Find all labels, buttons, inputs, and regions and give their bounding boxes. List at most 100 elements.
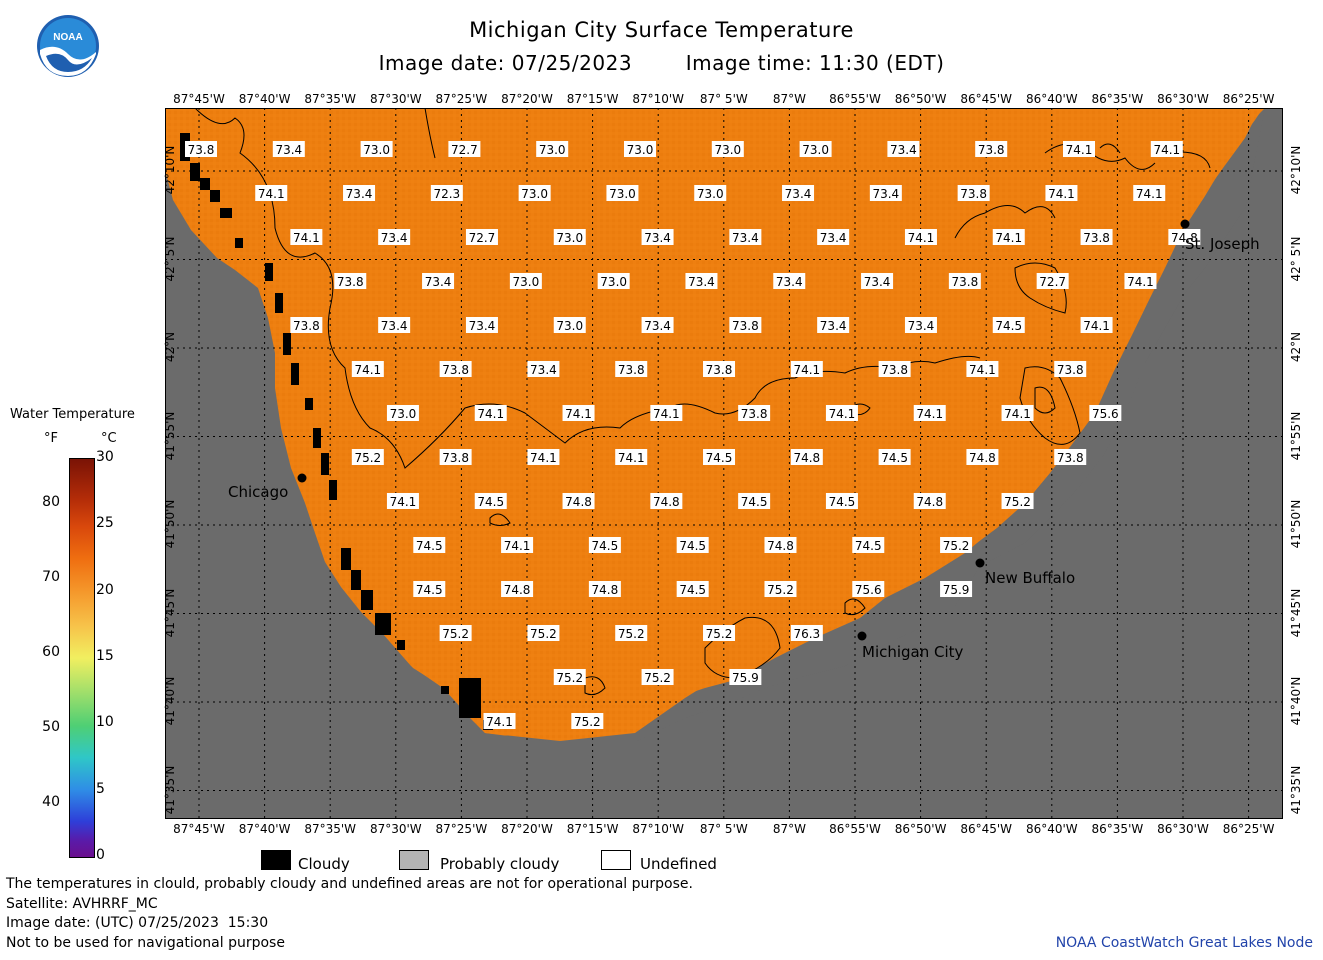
temperature-label-bg: [562, 493, 595, 509]
longitude-tick-label: 87°45'W: [173, 92, 225, 106]
temperature-value: 73.4: [469, 319, 496, 333]
place-label-new-buffalo: New Buffalo: [985, 569, 1075, 587]
temperature-label: 73.4: [685, 273, 718, 289]
temperature-label-bg: [509, 273, 542, 289]
temperature-label-bg: [913, 405, 946, 421]
temperature-value: 74.5: [592, 539, 619, 553]
temperature-value: 73.0: [609, 187, 636, 201]
temperature-label: 73.4: [887, 141, 920, 157]
temperature-label-bg: [1036, 273, 1069, 289]
latitude-tick-label: 41°35'N: [163, 765, 177, 814]
temperature-value: 74.1: [1048, 187, 1075, 201]
temperature-label-bg: [343, 185, 376, 201]
temperature-label: 73.8: [957, 185, 990, 201]
temperature-label-bg: [386, 405, 419, 421]
temperature-label: 73.8: [334, 273, 367, 289]
temperature-label-bg: [553, 669, 586, 685]
temperature-label-bg: [562, 405, 595, 421]
temperature-value: 73.8: [442, 451, 469, 465]
longitude-tick-label: 87°25'W: [435, 92, 488, 106]
temperature-label-bg: [641, 229, 674, 245]
temperature-value: 74.1: [486, 715, 513, 729]
temperature-value: 73.4: [864, 275, 891, 289]
temperature-label-bg: [676, 581, 709, 597]
longitude-tick-label: 87°30'W: [369, 92, 422, 106]
temperature-label-bg: [1080, 229, 1113, 245]
temperature-value: 74.1: [995, 231, 1022, 245]
temperature-value: 73.4: [530, 363, 557, 377]
chicago-marker: [297, 473, 307, 483]
temperature-label: 73.0: [509, 273, 542, 289]
temperature-label: 73.4: [869, 185, 902, 201]
temperature-label: 73.8: [1054, 361, 1087, 377]
temperature-label-bg: [992, 317, 1025, 333]
temperature-value: 74.5: [706, 451, 733, 465]
longitude-tick-label: 86°25'W: [1222, 92, 1275, 106]
temperature-value: 73.4: [732, 231, 759, 245]
temperature-value: 75.2: [574, 715, 601, 729]
temperature-label: 74.1: [562, 405, 595, 421]
temperature-label: 73.0: [799, 141, 832, 157]
temperature-label-bg: [904, 317, 937, 333]
temperature-label-bg: [553, 229, 586, 245]
temperature-label: 74.8: [650, 493, 683, 509]
longitude-tick-label: 86°55'W: [829, 822, 881, 836]
temperature-label: 74.1: [474, 405, 507, 421]
temperature-map[interactable]: 73.8 73.4 73.0 72.7 73.0 73.0 73.0 73.0 73.4 73.8…: [165, 108, 1283, 819]
legend-title: Water Temperature: [10, 407, 135, 422]
color-scale-bar: [69, 458, 95, 858]
temperature-label-bg: [940, 581, 973, 597]
temperature-value: 73.8: [978, 143, 1005, 157]
temperature-label: 73.0: [386, 405, 419, 421]
temperature-label-bg: [790, 361, 823, 377]
temperature-value: 75.2: [767, 583, 794, 597]
temperature-label-bg: [790, 449, 823, 465]
temperature-label-bg: [878, 361, 911, 377]
temperature-value: 73.8: [618, 363, 645, 377]
temperature-label-bg: [272, 141, 305, 157]
longitude-tick-label: 86°35'W: [1091, 92, 1144, 106]
temperature-label-bg: [641, 669, 674, 685]
temperature-label: 74.8: [562, 493, 595, 509]
temperature-label-bg: [1001, 405, 1034, 421]
temperature-label: 75.2: [641, 669, 674, 685]
temperature-value: 75.2: [556, 671, 583, 685]
longitude-tick-label: 86°45'W: [960, 822, 1013, 836]
temperature-label: 73.8: [615, 361, 648, 377]
celsius-ticks: 30 25 20 15 10 5 0: [96, 449, 136, 863]
temperature-value: 74.1: [653, 407, 680, 421]
temperature-label-bg: [1054, 449, 1087, 465]
temperature-value: 74.1: [829, 407, 856, 421]
temperature-label-bg: [1150, 141, 1183, 157]
temperature-value: 74.1: [354, 363, 381, 377]
temperature-value: 73.8: [188, 143, 215, 157]
temperature-value: 73.4: [890, 143, 917, 157]
temperature-label: 74.5: [474, 493, 507, 509]
temperature-label-bg: [501, 537, 534, 553]
temperature-label-bg: [527, 625, 560, 641]
temperature-label: 73.4: [343, 185, 376, 201]
map-title: Michigan City Surface Temperature: [469, 18, 854, 42]
longitude-tick-label: 87° 5'W: [699, 92, 748, 106]
temperature-label: 74.5: [413, 581, 446, 597]
temperature-value: 74.1: [908, 231, 935, 245]
latitude-tick-label: 42°N: [1289, 331, 1303, 363]
temperature-label-bg: [290, 317, 323, 333]
temperature-label-bg: [1133, 185, 1166, 201]
temperature-label-bg: [413, 537, 446, 553]
temperature-label-bg: [878, 449, 911, 465]
scale-tick-label: 70: [42, 569, 60, 586]
temperature-label-bg: [597, 273, 630, 289]
temperature-label-bg: [904, 229, 937, 245]
temperature-label: 73.8: [1054, 449, 1087, 465]
temperature-value: 73.4: [644, 231, 671, 245]
temperature-label: 74.1: [913, 405, 946, 421]
temperature-value: 74.8: [592, 583, 619, 597]
temperature-label-bg: [852, 537, 885, 553]
latitude-ticks-right: 42°10'N 42° 5'N 42°N 41°55'N 41°50'N 41°45'N 4…: [1288, 108, 1306, 819]
temperature-value: 74.1: [1127, 275, 1154, 289]
temperature-label: 73.0: [536, 141, 569, 157]
temperature-value: 75.2: [354, 451, 381, 465]
temperature-label-bg: [465, 229, 498, 245]
temperature-value: 72.7: [469, 231, 496, 245]
